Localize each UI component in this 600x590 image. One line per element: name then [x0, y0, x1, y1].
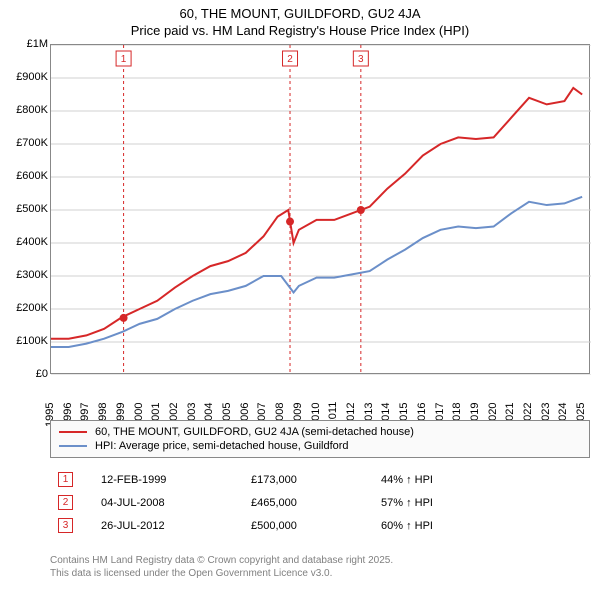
- y-tick-label: £1M: [27, 38, 48, 50]
- y-tick-label: £0: [36, 368, 48, 380]
- y-tick-label: £400K: [16, 236, 48, 248]
- y-tick-label: £900K: [16, 71, 48, 83]
- event-badge: 1: [58, 472, 73, 487]
- legend-item: HPI: Average price, semi-detached house,…: [59, 439, 581, 453]
- event-price: £465,000: [251, 497, 381, 509]
- event-date: 12-FEB-1999: [101, 474, 251, 486]
- legend-label: 60, THE MOUNT, GUILDFORD, GU2 4JA (semi-…: [95, 426, 414, 438]
- footer-text: Contains HM Land Registry data © Crown c…: [50, 554, 590, 580]
- legend-line-1: [59, 431, 87, 433]
- footer-line1: Contains HM Land Registry data © Crown c…: [50, 554, 590, 567]
- event-hpi: 44% ↑ HPI: [381, 474, 531, 486]
- y-tick-label: £300K: [16, 269, 48, 281]
- event-date: 04-JUL-2008: [101, 497, 251, 509]
- y-tick-label: £200K: [16, 302, 48, 314]
- chart-svg: 1 2 3: [51, 45, 591, 375]
- svg-text:2: 2: [287, 54, 293, 65]
- legend-item: 60, THE MOUNT, GUILDFORD, GU2 4JA (semi-…: [59, 425, 581, 439]
- chart-plot-area: 1 2 3: [50, 44, 590, 374]
- event-date: 26-JUL-2012: [101, 520, 251, 532]
- legend-box: 60, THE MOUNT, GUILDFORD, GU2 4JA (semi-…: [50, 420, 590, 458]
- y-tick-label: £800K: [16, 104, 48, 116]
- event-hpi: 57% ↑ HPI: [381, 497, 531, 509]
- y-tick-label: £700K: [16, 137, 48, 149]
- footer-line2: This data is licensed under the Open Gov…: [50, 567, 590, 580]
- y-tick-label: £600K: [16, 170, 48, 182]
- legend-label: HPI: Average price, semi-detached house,…: [95, 440, 349, 452]
- event-price: £500,000: [251, 520, 381, 532]
- y-tick-label: £500K: [16, 203, 48, 215]
- chart-title: 60, THE MOUNT, GUILDFORD, GU2 4JA: [0, 0, 600, 23]
- event-row: 1 12-FEB-1999£173,00044% ↑ HPI: [50, 468, 590, 491]
- y-tick-label: £100K: [16, 335, 48, 347]
- event-hpi: 60% ↑ HPI: [381, 520, 531, 532]
- events-table: 1 12-FEB-1999£173,00044% ↑ HPI 2 04-JUL-200…: [50, 468, 590, 537]
- event-row: 3 26-JUL-2012£500,00060% ↑ HPI: [50, 514, 590, 537]
- event-badge: 3: [58, 518, 73, 533]
- event-row: 2 04-JUL-2008£465,00057% ↑ HPI: [50, 491, 590, 514]
- svg-text:3: 3: [358, 54, 364, 65]
- event-badge: 2: [58, 495, 73, 510]
- svg-text:1: 1: [121, 54, 127, 65]
- legend-line-2: [59, 445, 87, 447]
- chart-subtitle: Price paid vs. HM Land Registry's House …: [0, 23, 600, 42]
- event-price: £173,000: [251, 474, 381, 486]
